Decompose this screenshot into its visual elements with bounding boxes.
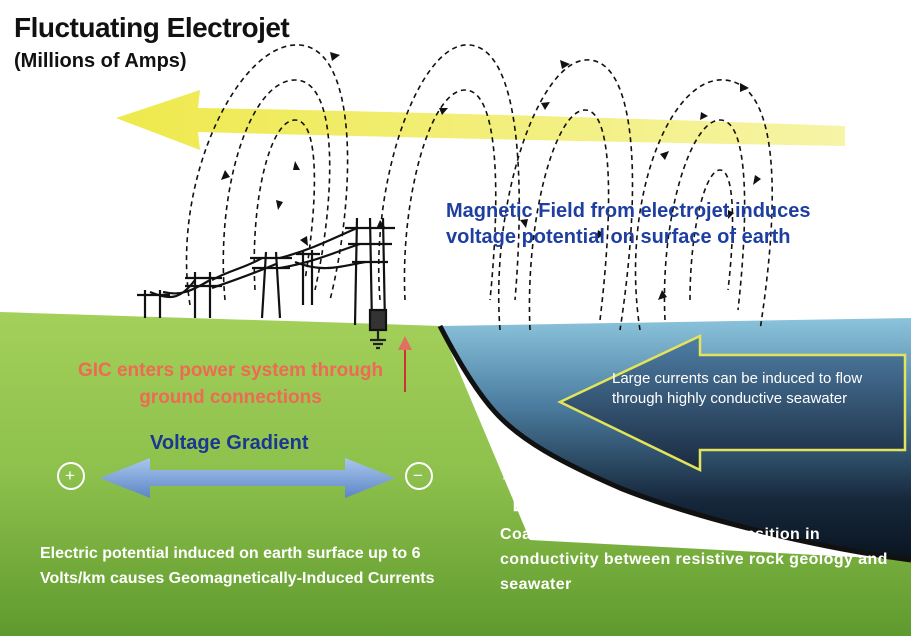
- land-surface: [0, 312, 911, 636]
- coastline: [437, 324, 911, 563]
- seawater-current-arrow: [557, 334, 907, 472]
- voltage-gradient-arrow: [100, 458, 395, 498]
- coastal-areas-label: Coastal areas cause abrupt transition in…: [500, 526, 888, 593]
- coastal-arrow: [502, 447, 542, 512]
- negative-symbol: −: [413, 466, 423, 485]
- positive-symbol: +: [65, 466, 75, 485]
- electric-potential-label: Electric potential induced on earth surf…: [40, 545, 435, 587]
- diagram-subtitle: (Millions of Amps): [14, 50, 187, 72]
- field-direction-arrows: [221, 52, 761, 300]
- magnetic-field-label: Magnetic Field from electrojet induces v…: [446, 200, 811, 248]
- power-grid: [137, 217, 395, 350]
- gic-arrow: [398, 336, 412, 392]
- magnetic-field-lines: [185, 44, 774, 331]
- large-currents-label: Large currents can be induced to flow th…: [612, 370, 863, 407]
- positive-terminal-icon: [57, 462, 85, 490]
- diagram-title: Fluctuating Electrojet: [14, 12, 290, 43]
- negative-terminal-icon: [405, 462, 433, 490]
- gic-label: GIC enters power system through ground c…: [77, 360, 384, 408]
- voltage-gradient-label: Voltage Gradient: [150, 432, 309, 454]
